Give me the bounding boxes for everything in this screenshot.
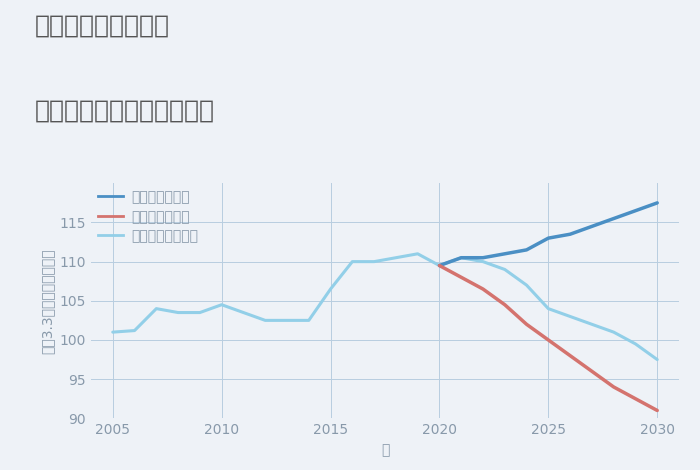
Y-axis label: 平（3.3㎡）単価（万円）: 平（3.3㎡）単価（万円） (40, 248, 54, 353)
Legend: グッドシナリオ, バッドシナリオ, ノーマルシナリオ: グッドシナリオ, バッドシナリオ, ノーマルシナリオ (98, 190, 198, 243)
X-axis label: 年: 年 (381, 443, 389, 457)
Text: 岐阜県関市西田原の: 岐阜県関市西田原の (35, 14, 170, 38)
Text: 中古マンションの価格推移: 中古マンションの価格推移 (35, 99, 215, 123)
